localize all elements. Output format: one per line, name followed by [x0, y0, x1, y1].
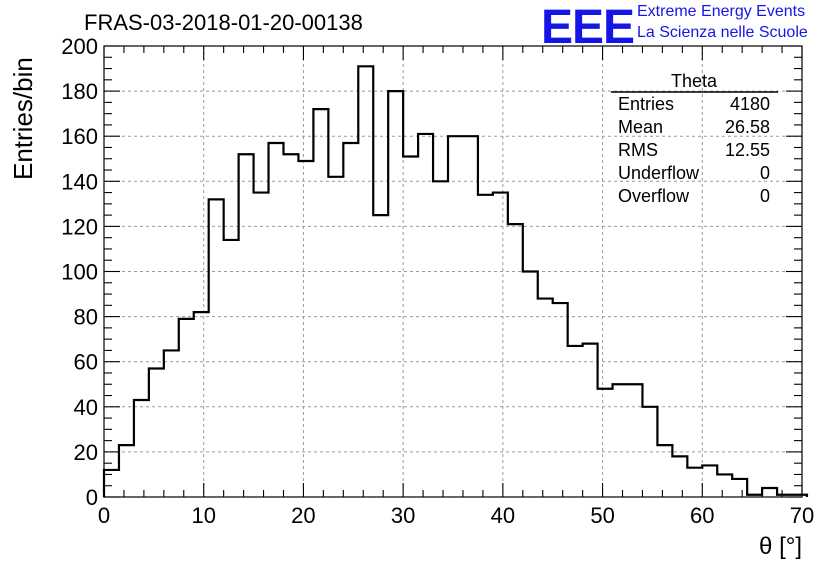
histogram-bin — [149, 368, 164, 497]
histogram-bin — [194, 312, 209, 497]
histogram-outline — [102, 65, 809, 497]
histogram-bin — [313, 109, 328, 497]
histogram-bin — [672, 456, 687, 497]
histogram-bin — [343, 143, 358, 497]
histogram-bin — [239, 154, 254, 497]
histogram-bin — [179, 319, 194, 497]
histogram-bin — [328, 177, 343, 497]
y-tick-label: 160 — [61, 124, 98, 149]
y-tick-label: 100 — [61, 260, 98, 285]
stats-row-value: 26.58 — [725, 117, 770, 137]
y-tick-label: 60 — [74, 350, 98, 375]
y-axis-label: Entries/bin — [8, 57, 38, 180]
stats-row-value: 0 — [760, 163, 770, 183]
histogram-series — [102, 65, 809, 498]
histogram-bin — [418, 134, 433, 497]
histogram-bin — [613, 384, 628, 497]
stats-row-label: RMS — [618, 140, 658, 160]
y-tick-label: 80 — [74, 305, 98, 330]
histogram-bin — [403, 156, 418, 497]
histogram-bin — [373, 215, 388, 497]
histogram-bin — [224, 240, 239, 497]
histogram-bin — [269, 143, 284, 497]
histogram-bin — [433, 181, 448, 497]
histogram-bin — [687, 468, 702, 497]
histogram-bin — [732, 479, 747, 497]
histogram-bin — [717, 474, 732, 497]
histogram-bin — [254, 193, 269, 497]
tick-labels: 0 10 20 30 40 50 60 70 0 20 40 60 80 100 120 140 160 180 2… — [61, 34, 814, 528]
histogram-bin — [493, 193, 508, 497]
histogram-bin — [553, 303, 568, 497]
stats-row-value: 4180 — [730, 94, 770, 114]
histogram-bin — [702, 465, 717, 497]
x-tick-label: 30 — [391, 503, 415, 528]
histogram-bin — [358, 66, 373, 497]
y-tick-label: 20 — [74, 440, 98, 465]
x-axis-label: θ [°] — [759, 533, 802, 560]
eee-logo: EEE — [541, 1, 635, 54]
stats-row-label: Entries — [618, 94, 674, 114]
stats-row-label: Mean — [618, 117, 663, 137]
y-tick-label: 40 — [74, 395, 98, 420]
x-tick-label: 40 — [491, 503, 515, 528]
stats-box: Theta Entries 4180 Mean 26.58 RMS 12.55 Underfl… — [611, 71, 778, 206]
logo-line-1: Extreme Energy Events — [637, 3, 806, 20]
histogram-bin — [583, 344, 598, 497]
histogram-bin — [657, 445, 672, 497]
x-tick-label: 20 — [291, 503, 315, 528]
stats-row-label: Overflow — [618, 186, 690, 206]
histogram-bin — [209, 199, 224, 497]
stats-row-value: 12.55 — [725, 140, 770, 160]
y-tick-label: 0 — [86, 485, 98, 510]
x-tick-label: 10 — [191, 503, 215, 528]
chart-title: FRAS-03-2018-01-20-00138 — [84, 10, 363, 35]
x-tick-label: 50 — [590, 503, 614, 528]
stats-row-value: 0 — [760, 186, 770, 206]
stats-box-title: Theta — [671, 71, 718, 91]
histogram-bin — [568, 346, 583, 497]
y-tick-label: 180 — [61, 79, 98, 104]
y-tick-label: 200 — [61, 34, 98, 59]
histogram-bin — [298, 161, 313, 497]
stats-row-label: Underflow — [618, 163, 700, 183]
logo-line-2: La Scienza nelle Scuole — [637, 24, 808, 41]
histogram-bin — [628, 384, 643, 497]
y-tick-label: 120 — [61, 214, 98, 239]
x-tick-label: 70 — [790, 503, 814, 528]
histogram-bin — [598, 389, 613, 497]
histogram-bin — [762, 488, 777, 497]
histogram-bin — [119, 445, 134, 497]
x-tick-label: 0 — [98, 503, 110, 528]
histogram-bin — [523, 272, 538, 498]
axis-ticks — [103, 45, 803, 498]
histogram-bin — [388, 91, 403, 497]
histogram-bin — [164, 350, 179, 497]
x-tick-label: 60 — [690, 503, 714, 528]
histogram-bin — [538, 299, 553, 497]
y-tick-label: 140 — [61, 169, 98, 194]
histogram-bin — [508, 224, 523, 497]
histogram-bin — [134, 400, 149, 497]
histogram-bin — [283, 154, 298, 497]
